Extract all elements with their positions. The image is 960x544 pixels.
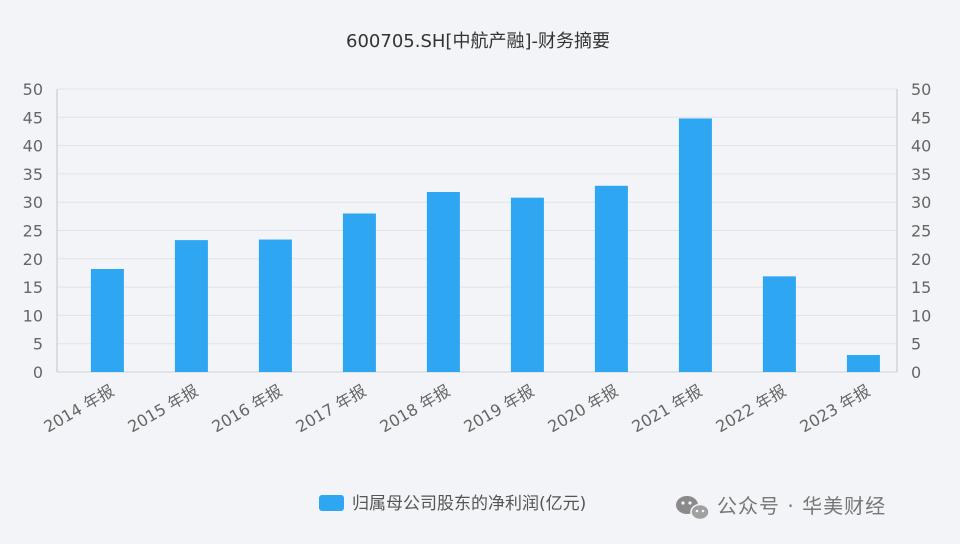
y-axis-right: 0 5 10 15 20 25 30 35 40 45 50 bbox=[911, 80, 931, 382]
y-tick-label-left: 5 bbox=[33, 335, 43, 354]
y-tick-label-right: 20 bbox=[911, 250, 931, 269]
y-tick-label-right: 10 bbox=[911, 306, 931, 325]
bar[interactable] bbox=[594, 185, 628, 372]
y-tick-label-left: 40 bbox=[23, 137, 43, 156]
x-axis: 2014 年报 2015 年报 2016 年报 2017 年报 2018 年报 2019 … bbox=[41, 381, 874, 436]
chart-title: 600705.SH[中航产融]-财务摘要 bbox=[346, 31, 610, 52]
legend-swatch[interactable] bbox=[319, 495, 344, 511]
y-tick-label-right: 45 bbox=[911, 108, 931, 127]
y-tick-label-right: 40 bbox=[911, 137, 931, 156]
bar[interactable] bbox=[846, 355, 880, 372]
y-tick-label-left: 35 bbox=[23, 165, 43, 184]
y-tick-label-left: 15 bbox=[23, 278, 43, 297]
bar[interactable] bbox=[426, 192, 460, 372]
bar[interactable] bbox=[762, 276, 796, 372]
y-tick-label-left: 45 bbox=[23, 108, 43, 127]
y-tick-label-right: 25 bbox=[911, 222, 931, 241]
y-tick-label-right: 30 bbox=[911, 193, 931, 212]
bar[interactable] bbox=[510, 197, 544, 372]
x-tick-label: 2017 年报 bbox=[293, 381, 370, 436]
x-tick-label: 2022 年报 bbox=[713, 381, 790, 436]
legend-label[interactable]: 归属母公司股东的净利润(亿元) bbox=[352, 494, 586, 514]
bar[interactable] bbox=[678, 118, 712, 372]
wechat-icon bbox=[676, 496, 710, 521]
y-tick-label-right: 0 bbox=[911, 363, 921, 382]
y-tick-label-right: 5 bbox=[911, 335, 921, 354]
x-tick-label: 2015 年报 bbox=[125, 381, 202, 436]
x-tick-label: 2018 年报 bbox=[377, 381, 454, 436]
watermark: 公众号 · 华美财经 bbox=[676, 494, 886, 521]
y-tick-label-left: 25 bbox=[23, 222, 43, 241]
x-tick-label: 2020 年报 bbox=[545, 381, 622, 436]
x-tick-label: 2014 年报 bbox=[41, 381, 118, 436]
bar-series bbox=[90, 118, 880, 372]
legend[interactable]: 归属母公司股东的净利润(亿元) bbox=[319, 494, 586, 514]
y-tick-label-right: 15 bbox=[911, 278, 931, 297]
bar[interactable] bbox=[90, 268, 124, 372]
y-tick-label-left: 30 bbox=[23, 193, 43, 212]
x-tick-label: 2019 年报 bbox=[461, 381, 538, 436]
bar[interactable] bbox=[258, 239, 292, 372]
bar[interactable] bbox=[342, 213, 376, 372]
y-tick-label-left: 50 bbox=[23, 80, 43, 99]
y-tick-label-left: 0 bbox=[33, 363, 43, 382]
y-tick-label-left: 10 bbox=[23, 306, 43, 325]
y-tick-label-right: 50 bbox=[911, 80, 931, 99]
x-tick-label: 2023 年报 bbox=[797, 381, 874, 436]
y-axis-left: 0 5 10 15 20 25 30 35 40 45 50 bbox=[23, 80, 43, 382]
bar[interactable] bbox=[174, 240, 208, 372]
watermark-text: 公众号 · 华美财经 bbox=[717, 494, 886, 518]
x-tick-label: 2021 年报 bbox=[629, 381, 706, 436]
y-tick-label-left: 20 bbox=[23, 250, 43, 269]
x-tick-label: 2016 年报 bbox=[209, 381, 286, 436]
y-tick-label-right: 35 bbox=[911, 165, 931, 184]
